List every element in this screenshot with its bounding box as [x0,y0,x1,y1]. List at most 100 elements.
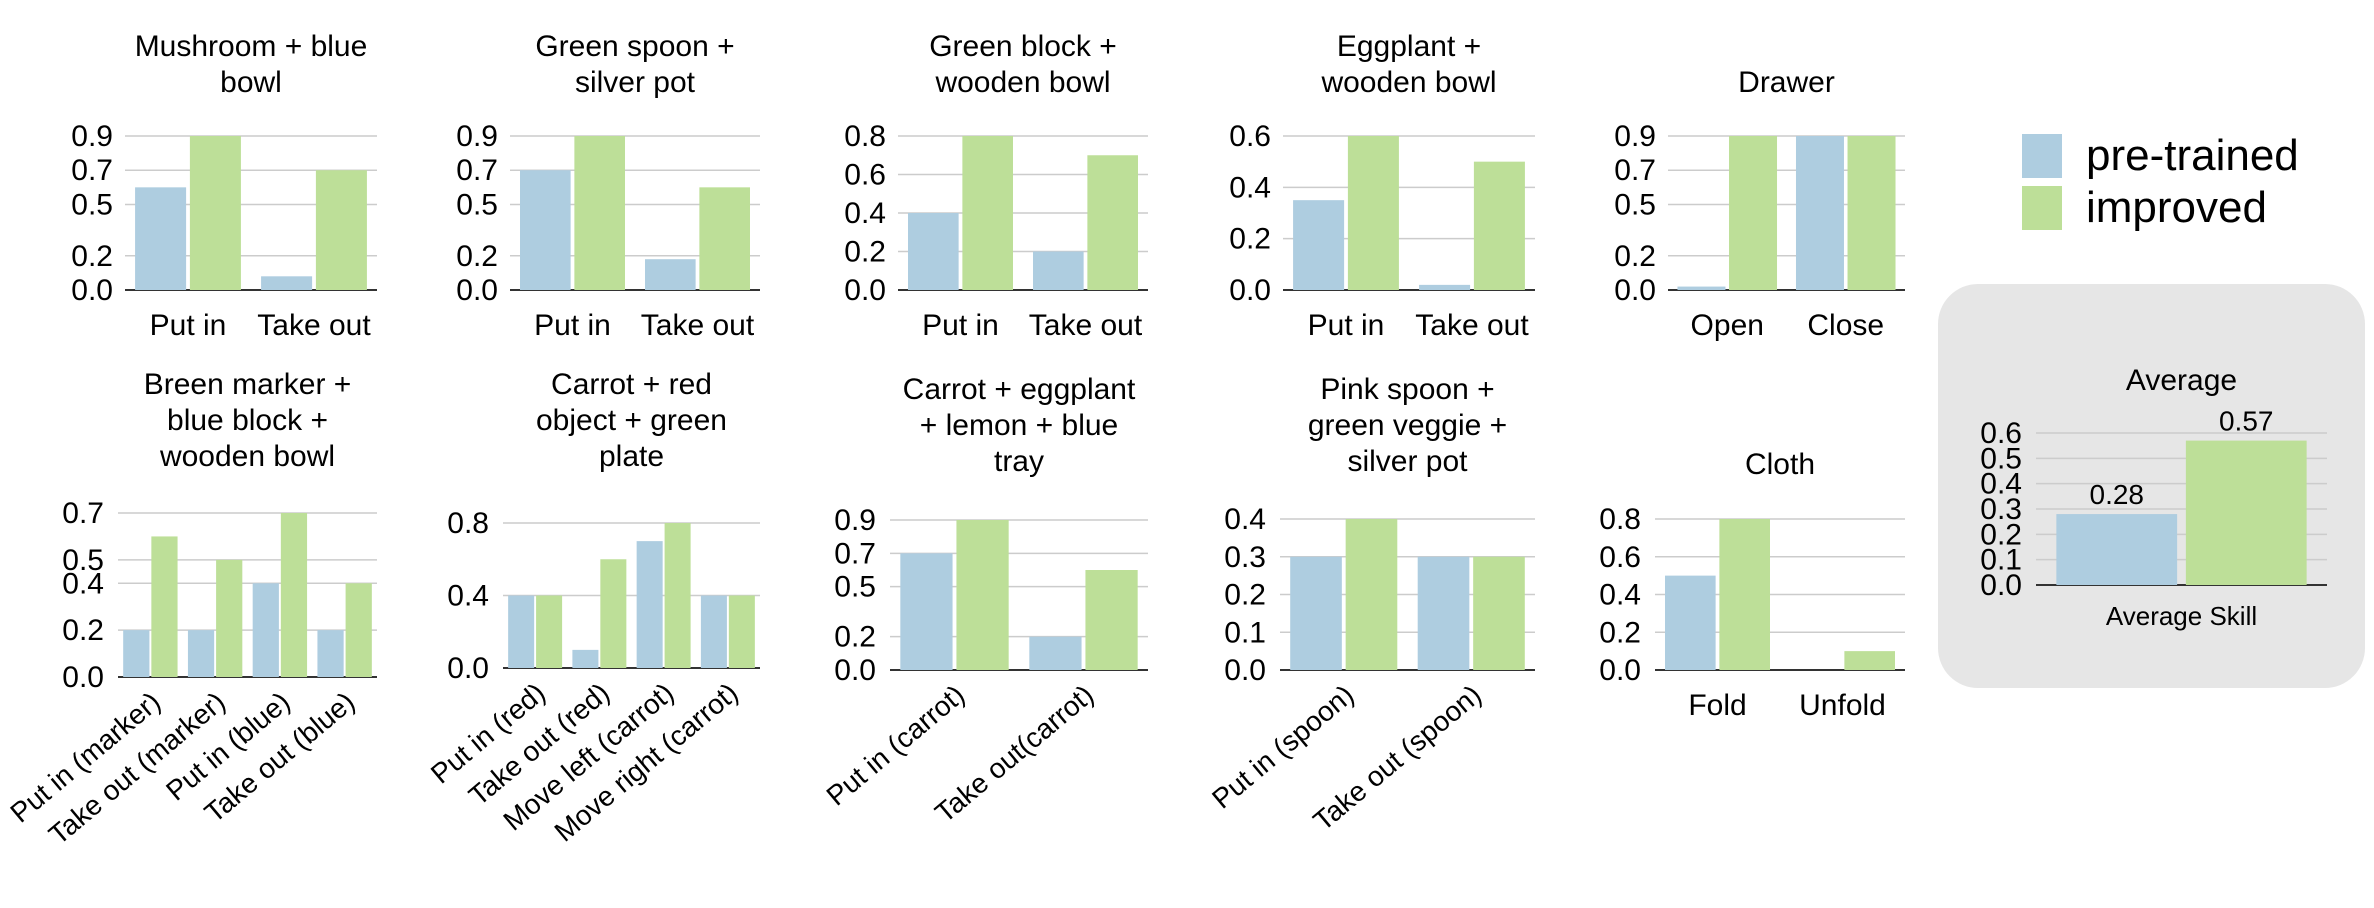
y-tick-label: 0.4 [1599,579,1641,612]
chart-title-line: green veggie + [1308,409,1507,442]
legend-label-pretrained: pre-trained [2086,131,2299,180]
bar-pretrained [700,595,727,668]
x-tick-label: Put in [1308,309,1385,342]
bar-pretrained [317,630,344,677]
bar-improved [699,187,750,290]
chart-title-line: Average [2126,364,2237,397]
chart-panel: Cloth 0.0 0.2 0.4 0.6 0.8 Fold Unfold [1599,448,1905,722]
y-tick-label: 0.2 [71,240,113,273]
y-tick-label: 0.5 [834,571,876,604]
bar-improved [2185,440,2307,585]
y-tick-label: 0.0 [844,274,886,307]
bar-improved [1345,519,1398,670]
x-tick-label: Unfold [1799,689,1886,722]
y-tick-label: 0.0 [447,652,489,685]
y-tick-label: 0.2 [1229,223,1271,256]
y-tick-label: 0.4 [1980,468,2022,501]
y-tick-label: 0.2 [844,236,886,269]
legend-swatch-pretrained [2022,134,2062,178]
y-tick-label: 0.4 [844,197,886,230]
bar-improved [345,583,372,677]
bar-improved [1347,136,1399,290]
bar-improved [1085,570,1138,670]
bar-pretrained [1290,556,1342,670]
chart-title: Breen marker + blue block + wooden bowl [144,368,352,473]
chart-title-line: bowl [220,66,282,99]
chart-title: Eggplant + wooden bowl [1320,30,1496,99]
y-tick-label: 0.2 [834,621,876,654]
chart-title-line: blue block + [167,404,328,437]
y-tick-label: 0.2 [456,240,498,273]
chart-title: Green spoon + silver pot [535,30,734,99]
bar-improved [1719,519,1770,670]
chart-panel: Carrot + red object + green plate 0.0 0.4 0.8… [425,368,760,848]
y-tick-label: 0.4 [1229,171,1271,204]
chart-title: Carrot + red object + green plate [536,368,727,473]
chart-title-line: Carrot + red [551,368,712,401]
y-tick-label: 0.0 [1229,274,1271,307]
y-tick-label: 0.7 [71,154,113,187]
y-tick-label: 0.2 [62,614,104,647]
y-tick-label: 0.3 [1980,493,2022,526]
y-tick-label: 0.0 [1599,654,1641,687]
bar-improved [962,136,1013,290]
bar-improved [189,136,241,290]
chart-panel: Mushroom + blue bowl 0.00.2 0.50.70.9 Put in… [71,30,377,342]
bar-pretrained [1419,284,1471,290]
chart-title-line: Drawer [1738,66,1835,99]
bar-improved [1473,556,1525,670]
bar-improved [1473,161,1525,290]
y-tick-label: 0.4 [62,567,104,600]
chart-title: Mushroom + blue bowl [135,30,368,99]
bar-pretrained [187,630,215,677]
y-tick-label: 0.5 [1614,188,1656,221]
bar-improved [664,523,691,668]
x-tick-label: Take out [1029,309,1143,342]
y-tick-label: 0.2 [1599,616,1641,649]
y-tick-label: 0.4 [447,580,489,613]
chart-title-line: wooden bowl [1320,66,1496,99]
y-tick-label: 0.2 [1980,518,2022,551]
chart-panel: Eggplant + wooden bowl 0.0 0.2 0.4 0.6 Put in T… [1229,30,1535,342]
bar-pretrained [636,541,663,668]
bar-pretrained [900,553,953,670]
bar-improved [151,536,178,677]
bar-improved [1087,155,1138,290]
chart-panel: Drawer 0.00.2 0.50.70.9 Open Close [1614,66,1905,342]
y-tick-label: 0.5 [71,188,113,221]
bar-improved [536,595,563,668]
legend-item-improved: improved [2022,182,2299,234]
chart-title-line: silver pot [575,66,696,99]
y-tick-label: 0.6 [1980,417,2022,450]
y-tick-label: 0.6 [1229,120,1271,153]
y-tick-label: 0.2 [1614,240,1656,273]
bar-pretrained [123,630,150,677]
bar-pretrained [1293,200,1345,290]
y-tick-label: 0.5 [456,188,498,221]
y-tick-label: 0.7 [1614,154,1656,187]
y-tick-label: 0.9 [834,504,876,537]
y-tick-label: 0.5 [1980,442,2022,475]
x-tick-label: Take out [1415,309,1529,342]
chart-title-line: object + green [536,404,727,437]
y-tick-label: 0.0 [456,274,498,307]
y-tick-label: 0.5 [62,544,104,577]
bar-pretrained [1677,286,1726,290]
x-tick-label: Put in [922,309,999,342]
chart-panel: Breen marker + blue block + wooden bowl 0.0… [4,368,377,851]
chart-panel: Green spoon + silver pot 0.00.2 0.50.70.9 Pu… [456,30,760,342]
chart-title-line: silver pot [1347,445,1468,478]
x-tick-label: Open [1691,309,1764,342]
bar-improved [728,595,755,668]
chart-title-line: Eggplant + [1337,30,1481,63]
y-tick-label: 0.1 [1980,544,2022,577]
bar-pretrained [1665,575,1716,670]
bar-pretrained [908,213,959,290]
chart-title: Average [2126,364,2237,397]
bar-pretrained [252,583,279,677]
x-tick-label: Average Skill [2106,601,2257,631]
bar-pretrained [1029,636,1082,670]
x-tick-label: Take out [257,309,371,342]
chart-title-line: Green block + [929,30,1117,63]
